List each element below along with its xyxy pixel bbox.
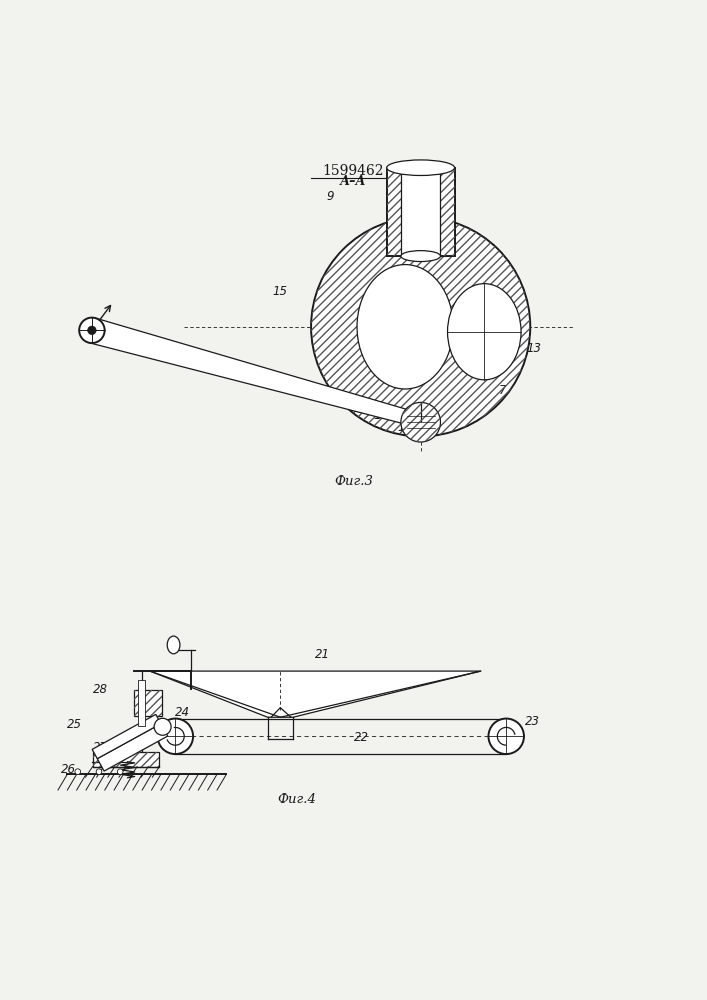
Circle shape	[154, 718, 171, 735]
Circle shape	[489, 719, 524, 754]
Ellipse shape	[448, 284, 521, 380]
Text: 23: 23	[525, 715, 540, 728]
Text: Фиг.3: Фиг.3	[334, 475, 373, 488]
Bar	[387, 168, 455, 256]
Circle shape	[88, 326, 96, 335]
Polygon shape	[150, 671, 481, 717]
Bar	[387, 168, 455, 256]
Bar	[93, 752, 160, 767]
Bar	[134, 690, 162, 716]
Text: 21: 21	[315, 648, 330, 661]
Text: 22: 22	[354, 731, 368, 744]
Text: 15: 15	[272, 285, 287, 298]
Text: 1599462: 1599462	[323, 164, 384, 178]
Bar	[134, 690, 162, 716]
Text: Фиг.4: Фиг.4	[278, 793, 316, 806]
Text: 9: 9	[327, 190, 334, 203]
Ellipse shape	[401, 251, 440, 262]
Text: 26: 26	[61, 763, 76, 776]
Circle shape	[117, 769, 123, 774]
Text: 17: 17	[397, 421, 412, 434]
Polygon shape	[92, 714, 161, 759]
Text: 7: 7	[498, 384, 506, 397]
Bar	[93, 752, 160, 767]
Ellipse shape	[168, 636, 180, 654]
Text: 25: 25	[67, 718, 82, 731]
Circle shape	[311, 217, 530, 436]
Bar	[138, 680, 145, 726]
Circle shape	[158, 719, 193, 754]
Polygon shape	[98, 724, 168, 771]
Text: 20: 20	[184, 356, 199, 369]
Ellipse shape	[357, 265, 453, 389]
Circle shape	[96, 769, 102, 774]
Bar	[401, 169, 440, 255]
Text: 24: 24	[175, 706, 190, 719]
Text: 18: 18	[373, 409, 388, 422]
Text: 13: 13	[527, 342, 542, 355]
Circle shape	[75, 769, 81, 774]
Ellipse shape	[387, 160, 455, 175]
Text: А–А: А–А	[340, 175, 367, 188]
Circle shape	[79, 318, 105, 343]
Text: 28: 28	[93, 683, 107, 696]
Polygon shape	[88, 318, 423, 428]
Text: 27: 27	[93, 741, 107, 754]
Circle shape	[401, 402, 440, 442]
